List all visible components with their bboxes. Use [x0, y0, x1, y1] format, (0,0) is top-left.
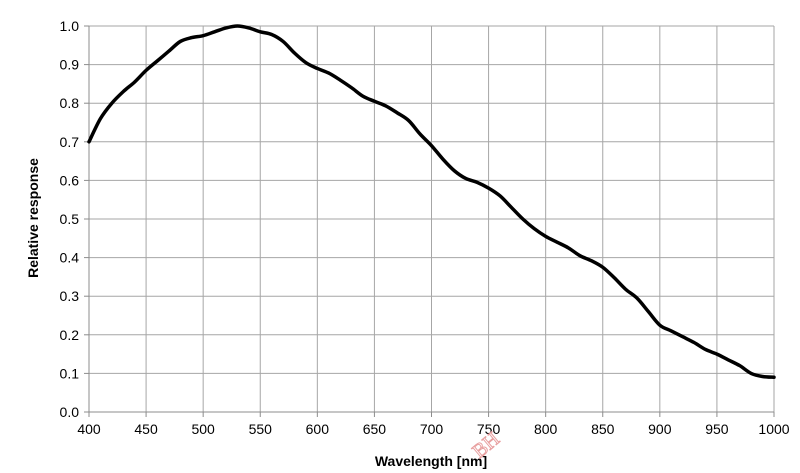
x-tick-label: 400	[77, 421, 101, 437]
y-tick-label: 0.7	[60, 134, 80, 150]
x-tick-label: 950	[705, 421, 729, 437]
y-tick-label: 0.3	[60, 288, 80, 304]
x-tick-label: 550	[249, 421, 273, 437]
x-tick-label: 750	[477, 421, 501, 437]
x-tick-labels: 400 450 500 550 600 650 700 750 800 850 900 950 1000	[77, 421, 789, 437]
y-tick-label: 0.1	[60, 365, 80, 381]
y-tick-label: 0.9	[60, 57, 80, 73]
y-tick-label: 0.0	[60, 404, 80, 420]
y-tick-label: 0.4	[60, 250, 80, 266]
y-tick-label: 0.2	[60, 327, 80, 343]
series-group	[87, 24, 776, 380]
x-tick-label: 850	[591, 421, 615, 437]
y-tick-label: 0.5	[60, 211, 80, 227]
x-tick-label: 500	[191, 421, 215, 437]
grid	[88, 25, 775, 413]
x-tick-label: 650	[363, 421, 387, 437]
x-tick-label: 900	[648, 421, 672, 437]
x-axis-label: Wavelength [nm]	[375, 453, 487, 469]
x-tick-label: 800	[534, 421, 558, 437]
response-curve	[87, 24, 776, 380]
x-tick-label: 450	[134, 421, 158, 437]
axes	[84, 25, 775, 417]
y-tick-label: 0.8	[60, 95, 80, 111]
x-tick-label: 700	[420, 421, 444, 437]
y-axis-label: Relative response	[25, 158, 41, 278]
y-tick-label: 0.6	[60, 172, 80, 188]
y-tick-labels: 0.0 0.1 0.2 0.3 0.4 0.5 0.6 0.7 0.8 0.9 1.0	[60, 18, 80, 420]
x-tick-label: 1000	[758, 421, 789, 437]
y-tick-label: 1.0	[60, 18, 80, 34]
x-tick-label: 600	[306, 421, 330, 437]
